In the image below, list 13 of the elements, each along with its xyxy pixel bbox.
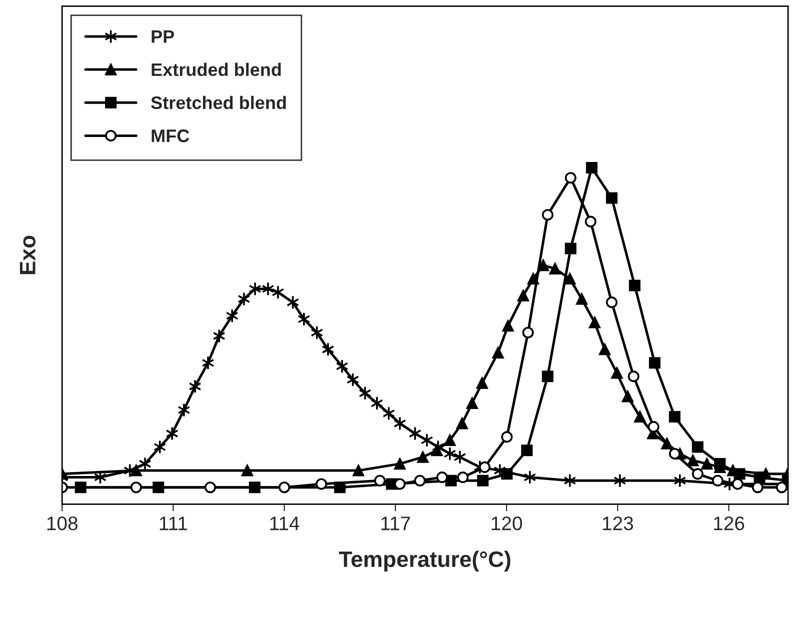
x-axis-title: Temperature(°C)	[338, 550, 510, 572]
y-axis-title: Exo	[20, 236, 36, 274]
legend-label: MFC	[152, 129, 190, 142]
x-tick-label: 123	[602, 516, 634, 530]
legend-label: PP	[152, 30, 174, 43]
x-tick-label: 120	[492, 516, 522, 530]
x-tick-label: 126	[714, 516, 744, 530]
x-tick-label: 108	[47, 516, 78, 530]
x-tick-label: 117	[381, 516, 410, 530]
legend-label: Stretched blend	[151, 96, 286, 110]
x-tick-label: 114	[270, 516, 300, 530]
x-tick-label: 111	[160, 516, 188, 530]
legend-label: Extruded blend	[152, 62, 281, 76]
